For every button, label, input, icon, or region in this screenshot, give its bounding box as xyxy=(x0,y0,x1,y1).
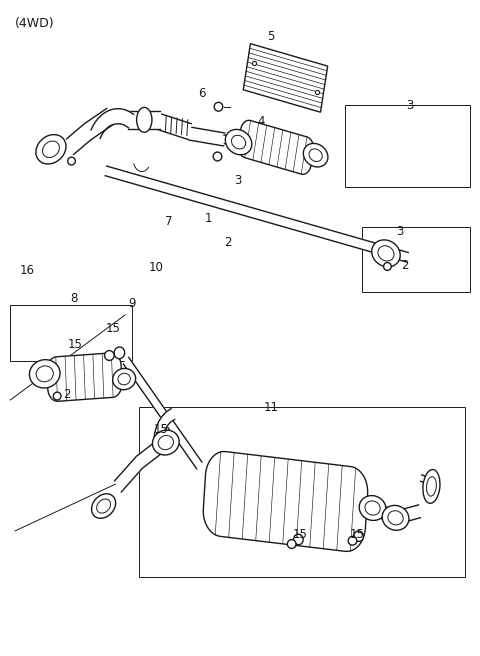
Ellipse shape xyxy=(382,505,409,530)
Text: 16: 16 xyxy=(20,264,35,277)
Polygon shape xyxy=(47,353,122,401)
Text: 1: 1 xyxy=(205,211,213,224)
Ellipse shape xyxy=(354,531,363,541)
Polygon shape xyxy=(123,358,202,469)
Ellipse shape xyxy=(294,534,303,544)
Text: 15: 15 xyxy=(106,321,120,335)
Ellipse shape xyxy=(96,499,110,513)
Polygon shape xyxy=(91,109,133,138)
Polygon shape xyxy=(67,124,91,154)
Polygon shape xyxy=(224,134,239,144)
Ellipse shape xyxy=(68,157,75,165)
Text: 11: 11 xyxy=(264,401,278,415)
Ellipse shape xyxy=(153,430,179,455)
Ellipse shape xyxy=(225,129,252,155)
Text: 3: 3 xyxy=(406,99,414,112)
Ellipse shape xyxy=(137,108,152,133)
Ellipse shape xyxy=(378,246,394,261)
Text: 8: 8 xyxy=(70,292,77,305)
Text: 9: 9 xyxy=(129,297,136,310)
Ellipse shape xyxy=(36,366,53,382)
Polygon shape xyxy=(395,505,420,524)
Text: 4: 4 xyxy=(258,115,265,129)
Text: 2: 2 xyxy=(401,259,409,272)
Text: 7: 7 xyxy=(166,215,173,228)
Ellipse shape xyxy=(348,537,357,545)
Ellipse shape xyxy=(113,369,136,390)
Text: 3: 3 xyxy=(234,174,241,187)
Text: 5: 5 xyxy=(267,30,275,43)
Polygon shape xyxy=(115,457,143,492)
Polygon shape xyxy=(189,127,225,146)
Ellipse shape xyxy=(303,144,328,167)
Text: 15: 15 xyxy=(154,423,168,436)
Ellipse shape xyxy=(231,135,246,149)
Ellipse shape xyxy=(359,495,386,520)
Ellipse shape xyxy=(427,477,436,496)
Polygon shape xyxy=(137,436,168,468)
Polygon shape xyxy=(85,108,113,140)
Text: 3: 3 xyxy=(396,224,404,237)
Text: 2: 2 xyxy=(224,236,232,249)
Ellipse shape xyxy=(114,347,125,359)
Polygon shape xyxy=(128,111,159,129)
Ellipse shape xyxy=(29,359,60,388)
Ellipse shape xyxy=(423,470,440,503)
Polygon shape xyxy=(243,44,328,112)
Ellipse shape xyxy=(309,149,322,161)
Text: 10: 10 xyxy=(149,261,164,274)
Ellipse shape xyxy=(384,262,391,270)
Ellipse shape xyxy=(36,134,66,164)
Text: 15: 15 xyxy=(68,338,82,351)
Ellipse shape xyxy=(43,141,60,157)
Polygon shape xyxy=(238,120,313,174)
Ellipse shape xyxy=(92,494,116,518)
Polygon shape xyxy=(420,475,433,499)
Ellipse shape xyxy=(214,102,223,111)
Text: (4WD): (4WD) xyxy=(15,17,55,30)
Ellipse shape xyxy=(105,350,114,360)
Ellipse shape xyxy=(118,373,131,385)
Text: 15: 15 xyxy=(350,527,365,541)
Polygon shape xyxy=(204,451,368,552)
Polygon shape xyxy=(371,502,397,524)
Ellipse shape xyxy=(158,436,173,449)
Ellipse shape xyxy=(288,540,296,548)
Ellipse shape xyxy=(213,152,222,161)
Ellipse shape xyxy=(365,501,380,515)
Text: 15: 15 xyxy=(292,527,307,541)
Text: 6: 6 xyxy=(198,87,205,100)
Ellipse shape xyxy=(388,511,403,525)
Ellipse shape xyxy=(53,392,61,400)
Polygon shape xyxy=(105,166,408,262)
Polygon shape xyxy=(158,114,191,140)
Polygon shape xyxy=(154,409,175,449)
Text: 2: 2 xyxy=(63,388,71,401)
Ellipse shape xyxy=(372,240,400,267)
